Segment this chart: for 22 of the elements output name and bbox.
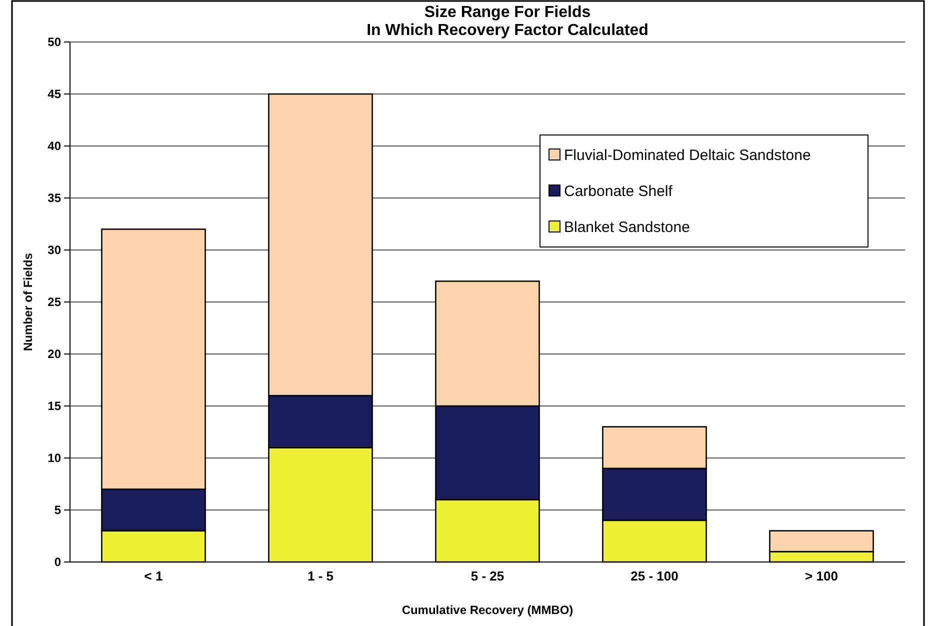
x-axis-title: Cumulative Recovery (MMBO) bbox=[402, 603, 574, 617]
y-tick-label: 35 bbox=[48, 190, 62, 205]
y-axis-title: Number of Fields bbox=[21, 252, 35, 352]
x-tick-label: > 100 bbox=[805, 568, 838, 584]
legend-label: Carbonate Shelf bbox=[564, 183, 674, 200]
y-tick-label: 40 bbox=[48, 138, 62, 153]
legend-label: Fluvial-Dominated Deltaic Sandstone bbox=[564, 147, 811, 164]
y-tick-label: 5 bbox=[54, 502, 62, 517]
y-tick-label: 20 bbox=[48, 346, 62, 361]
legend-label: Blanket Sandstone bbox=[564, 219, 690, 236]
chart-title: Size Range For Fields In Which Recovery Factor Calculated bbox=[366, 4, 648, 39]
y-tick-label: 45 bbox=[48, 86, 62, 101]
x-tick-label: < 1 bbox=[144, 568, 163, 584]
x-tick-label: 5 - 25 bbox=[470, 568, 504, 584]
y-tick-label: 10 bbox=[48, 450, 62, 465]
y-tick-label: 15 bbox=[48, 398, 62, 413]
y-tick-label: 25 bbox=[48, 294, 62, 309]
y-tick-label: 30 bbox=[48, 242, 62, 257]
x-tick-label: 1 - 5 bbox=[307, 568, 334, 584]
x-tick-label: 25 - 100 bbox=[630, 568, 678, 584]
y-tick-label: 0 bbox=[54, 554, 62, 569]
y-tick-label: 50 bbox=[48, 34, 62, 49]
